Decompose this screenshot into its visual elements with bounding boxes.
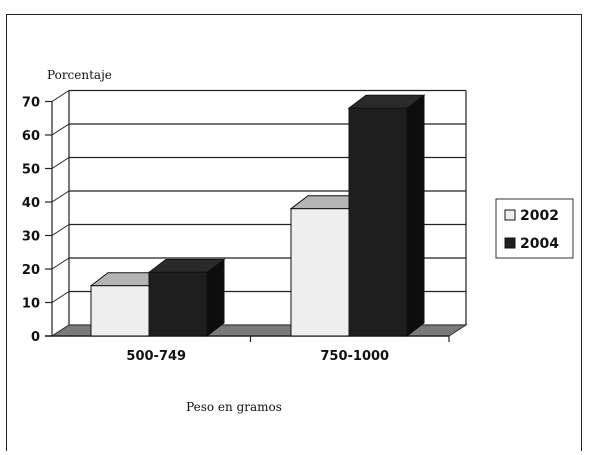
bar-side (406, 94, 425, 338)
x-tick-labels: 500-749 750-1000 (126, 336, 450, 364)
bar-2004-500-749 (147, 258, 226, 338)
x-tick-label: 500-749 (126, 349, 186, 364)
y-tick-label: 30 (22, 230, 40, 245)
gridline-diagonal (51, 90, 70, 102)
y-tick-label: 0 (31, 330, 40, 345)
y-tick-label: 20 (22, 263, 40, 278)
y-tick-label: 10 (22, 297, 40, 312)
gridline-diagonal (51, 257, 70, 270)
bar-2004-750-1000 (347, 94, 426, 338)
y-tick-label: 70 (22, 96, 40, 111)
legend-swatch (504, 209, 516, 221)
gridline-diagonal (51, 291, 70, 303)
bar-front (348, 107, 408, 337)
x-tick-label: 750-1000 (320, 349, 389, 364)
legend-swatch (504, 237, 516, 249)
gridline-diagonal (51, 157, 70, 169)
y-tick-label: 50 (22, 163, 40, 178)
chart-frame (6, 14, 582, 451)
legend-label: 2004 (520, 236, 559, 252)
y-tick-label: 60 (22, 129, 40, 144)
legend: 2002 2004 (495, 198, 574, 259)
y-tick-labels: 0 10 20 30 40 50 60 70 (22, 96, 52, 345)
bar-front (90, 285, 150, 337)
legend-label: 2002 (520, 208, 559, 224)
y-axis-label: Porcentaje (47, 68, 112, 82)
bars (89, 94, 426, 338)
bar-front (290, 208, 350, 337)
y-tick-label: 40 (22, 196, 40, 211)
gridline-diagonal (51, 123, 70, 136)
gridline-diagonal (51, 190, 70, 203)
x-axis-label: Peso en gramos (186, 400, 282, 414)
gridline-diagonal (51, 224, 70, 236)
bar-front (148, 271, 208, 337)
